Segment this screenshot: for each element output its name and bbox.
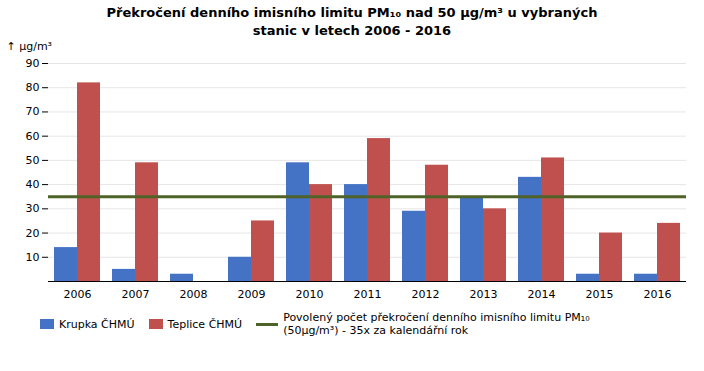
svg-text:2011: 2011 [354,288,382,301]
svg-text:10: 10 [26,251,40,264]
svg-text:2008: 2008 [180,288,208,301]
svg-text:2014: 2014 [528,288,556,301]
html-text:Překročení denního imisního li: Překročení denního imisního limitu PM₁₀ … [106,5,598,38]
svg-text:60: 60 [26,130,40,143]
svg-text:20: 20 [26,227,40,240]
svg-text:2016: 2016 [644,288,672,301]
svg-text:50: 50 [26,154,40,167]
svg-text:90: 90 [26,57,40,70]
svg-text:2010: 2010 [296,288,324,301]
svg-text:30: 30 [26,202,40,215]
svg-text:2007: 2007 [122,288,150,301]
svg-text:40: 40 [26,178,40,191]
html-text:Krupka ČHMÚ: Krupka ČHMÚ [59,317,135,331]
svg-text:2015: 2015 [586,288,614,301]
svg-text:↑ μg/m³: ↑ μg/m³ [7,40,53,53]
svg-text:2012: 2012 [412,288,440,301]
svg-text:2006: 2006 [64,288,92,301]
svg-text:70: 70 [26,106,40,119]
svg-text:2009: 2009 [238,288,266,301]
html-text:Teplice ČHMÚ: Teplice ČHMÚ [167,317,243,331]
html-text:Povolený počet překročení denn: Povolený počet překročení denního imisní… [283,311,590,338]
svg-text:2013: 2013 [470,288,498,301]
svg-text:80: 80 [26,81,40,94]
